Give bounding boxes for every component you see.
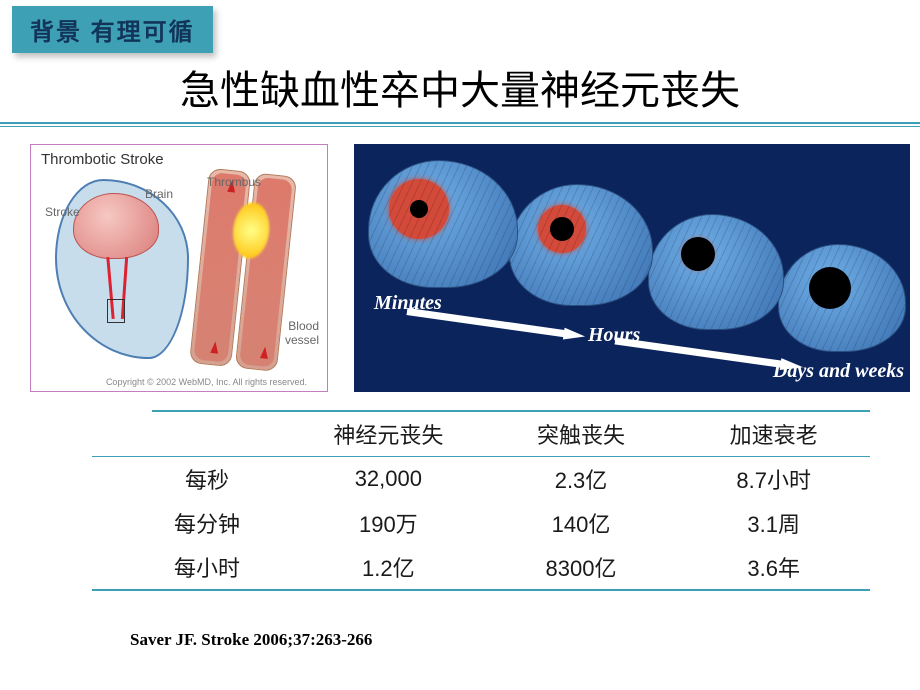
infarct-core-icon [681,237,715,271]
table-header-row: 神经元丧失 突触丧失 加速衰老 [92,412,870,456]
section-tag: 背景 有理可循 [12,6,213,53]
header-synapse-loss: 突触丧失 [485,418,678,450]
penumbra-icon [389,179,449,239]
row-label: 每分钟 [92,507,292,539]
table-row: 每分钟190万140亿3.1周 [92,501,870,545]
cell-neuron: 1.2亿 [292,551,485,583]
flow-arrow-icon [210,341,219,354]
brain-stage-icon [648,214,784,330]
penumbra-icon [683,239,713,269]
slide-title: 急性缺血性卒中大量神经元丧失 [0,58,920,116]
header-neuron-loss: 神经元丧失 [292,418,485,450]
title-underline [0,122,920,127]
cell-synapse: 140亿 [485,507,678,539]
image-row: Thrombotic Stroke Stroke Brain Thrombus … [30,144,910,392]
label-brain: Brain [145,187,173,201]
cell-aging: 8.7小时 [677,463,870,495]
flow-arrow-icon [260,346,269,359]
infarct-core-icon [550,217,574,241]
table-row: 每小时1.2亿8300亿3.6年 [92,545,870,589]
infarct-core-icon [410,200,428,218]
copyright-text: Copyright © 2002 WebMD, Inc. All rights … [106,377,307,387]
brain-stage-icon [368,160,518,288]
cell-neuron: 32,000 [292,466,485,492]
thrombotic-stroke-diagram: Thrombotic Stroke Stroke Brain Thrombus … [30,144,328,392]
infarct-core-icon [809,267,851,309]
citation-text: Saver JF. Stroke 2006;37:263-266 [130,630,372,650]
label-vessel: Blood vessel [285,319,319,347]
cell-synapse: 8300亿 [485,551,678,583]
cell-neuron: 190万 [292,507,485,539]
brain-stage-icon [778,244,906,352]
brain-stage-icon [509,184,653,306]
row-label: 每小时 [92,551,292,583]
neuron-loss-table: 神经元丧失 突触丧失 加速衰老 每秒32,0002.3亿8.7小时每分钟190万… [92,410,870,591]
label-thrombus: Thrombus [207,175,261,189]
table-row: 每秒32,0002.3亿8.7小时 [92,457,870,501]
cell-aging: 3.6年 [677,551,870,583]
cell-synapse: 2.3亿 [485,463,678,495]
cell-aging: 3.1周 [677,507,870,539]
label-stroke: Stroke [45,205,80,219]
zoom-reticle [107,299,125,323]
brain-icon [73,193,159,259]
stroke-progression-diagram: Minutes Hours Days and weeks [354,144,910,392]
penumbra-icon [538,205,586,253]
header-aging: 加速衰老 [677,418,870,450]
diagram-title: Thrombotic Stroke [41,151,164,168]
row-label: 每秒 [92,463,292,495]
table-rule [92,589,870,591]
